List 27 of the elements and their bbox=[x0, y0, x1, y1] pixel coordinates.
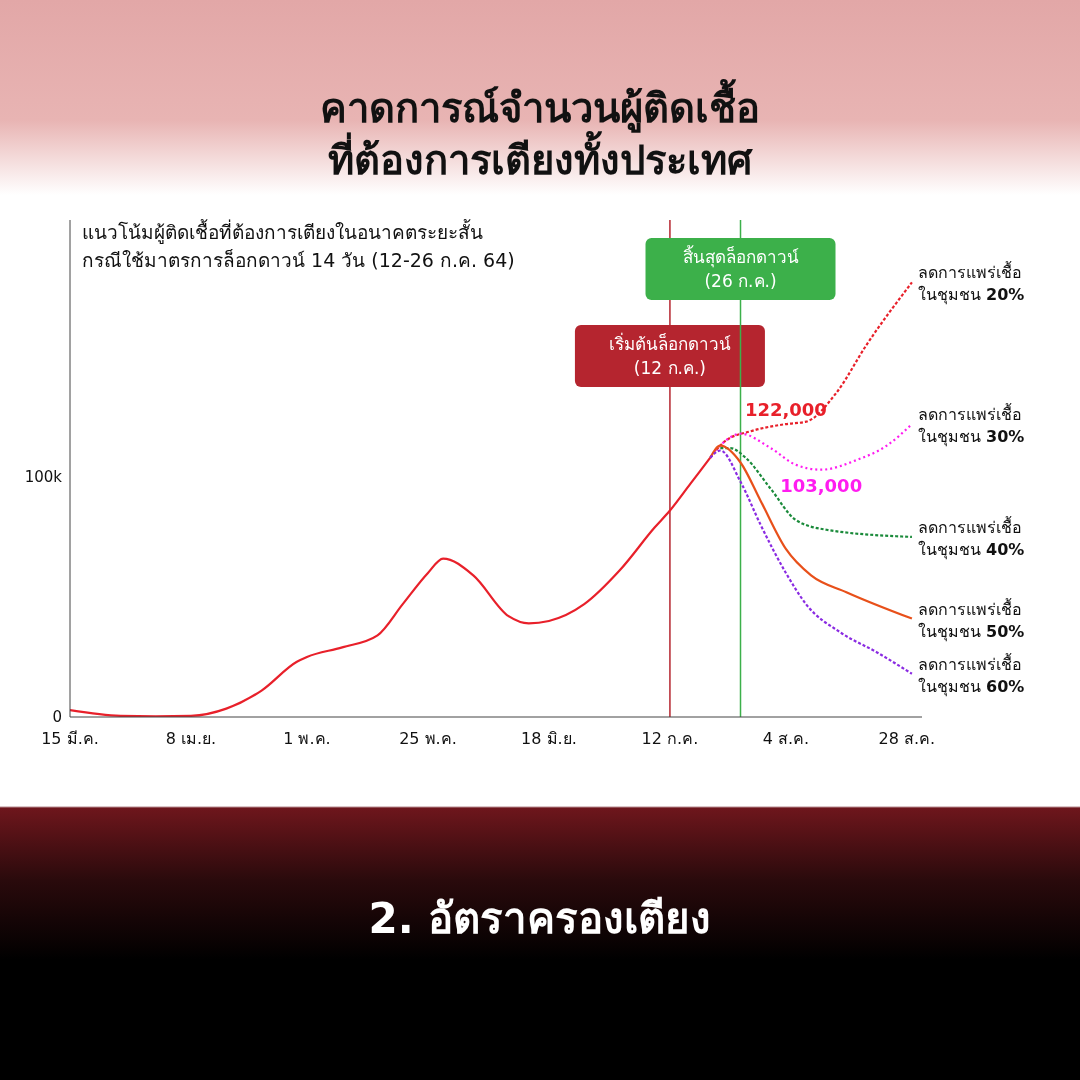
label-tag: สิ้นสุดล็อกดาวน์ (26 ก.ค.) bbox=[645, 238, 836, 300]
line-series bbox=[709, 444, 914, 620]
x-tick-label: 28 ส.ค. bbox=[878, 729, 936, 749]
y-tick-label: 100k bbox=[24, 468, 63, 487]
series-label: ลดการแพร่เชื้อ ในชุมชน 20% bbox=[917, 261, 1025, 306]
x-tick-label: 25 พ.ค. bbox=[399, 729, 457, 749]
line-series bbox=[719, 446, 914, 539]
label-tag: เริ่มต้นล็อกดาวน์ (12 ก.ค.) bbox=[574, 325, 765, 387]
x-tick-label: 8 เม.ย. bbox=[165, 729, 217, 749]
line-series bbox=[714, 422, 914, 471]
x-tick-label: 1 พ.ค. bbox=[283, 729, 331, 749]
x-tick-label: 15 มี.ค. bbox=[41, 729, 99, 749]
text: 2. อัตราครองเตียง bbox=[367, 893, 713, 945]
series-label: ลดการแพร่เชื้อ ในชุมชน 30% bbox=[917, 403, 1025, 448]
annotation: 122,000 bbox=[744, 399, 827, 421]
x-tick-label: 18 มิ.ย. bbox=[521, 729, 577, 749]
ref-line-label: เริ่มต้นล็อกดาวน์ (12 ก.ค.) bbox=[608, 332, 731, 378]
y-tick-label: 0 bbox=[52, 708, 62, 727]
series-label: ลดการแพร่เชื้อ ในชุมชน 40% bbox=[917, 515, 1025, 560]
series-label: ลดการแพร่เชื้อ ในชุมชน 50% bbox=[917, 597, 1025, 642]
series-label: ลดการแพร่เชื้อ ในชุมชน 60% bbox=[917, 652, 1025, 697]
ref-line-label: สิ้นสุดล็อกดาวน์ (26 ก.ค.) bbox=[682, 245, 799, 291]
annotation: 103,000 bbox=[780, 474, 863, 496]
line-series bbox=[709, 449, 914, 675]
text: แนวโน้มผู้ติดเชื้อที่ต้องการเตียงในอนาคตระยะสั้น กรณีใช้มาตรการล็อกดาวน์ 14 วัน (12-26 ก.ค. 64) bbox=[82, 218, 515, 273]
x-tick-label: 12 ก.ค. bbox=[641, 729, 699, 749]
x-tick-label: 4 ส.ค. bbox=[762, 729, 810, 749]
